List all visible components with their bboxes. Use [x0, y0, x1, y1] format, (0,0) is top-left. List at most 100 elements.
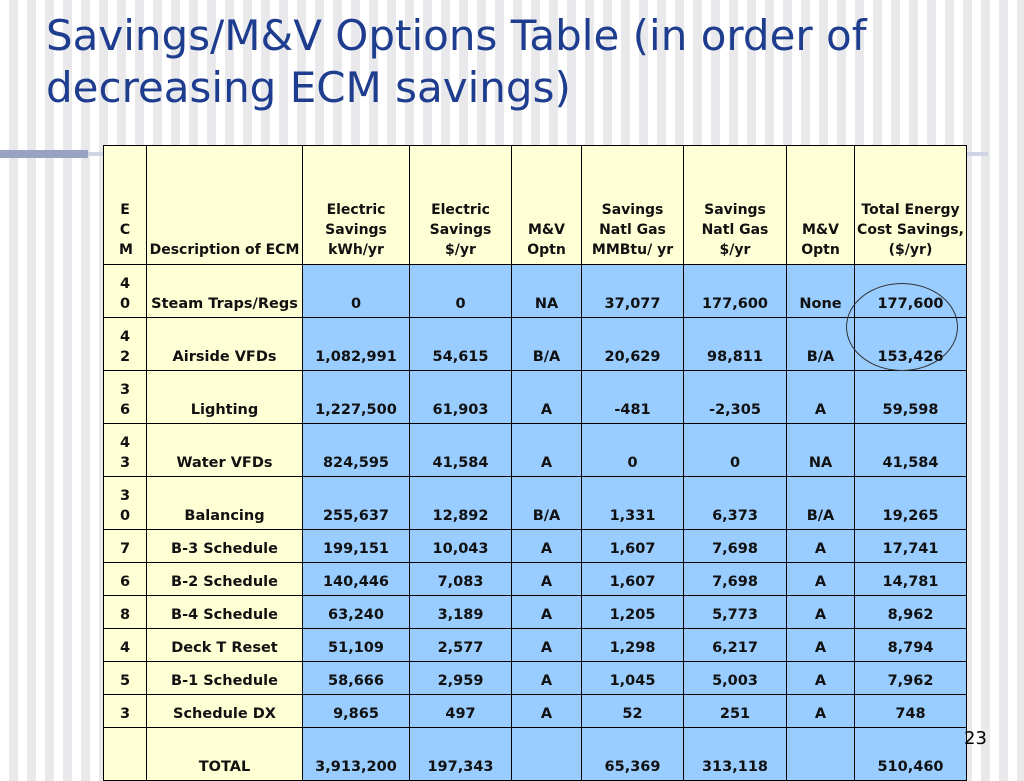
cell-description: B-4 Schedule	[146, 595, 303, 629]
cell-gas-dollars: 98,811	[683, 317, 787, 371]
cell-total-savings: 59,598	[854, 370, 967, 424]
cell-total-savings: 17,741	[854, 529, 967, 563]
cell-electric-dollars: 61,903	[409, 370, 512, 424]
cell-text: 3	[119, 706, 131, 722]
cell-text: 54,615	[432, 349, 489, 365]
cell-ecm-number: 40	[103, 264, 147, 318]
cell-text: A	[814, 640, 827, 656]
cell-text: B-4 Schedule	[171, 607, 278, 623]
header-electric-kwh: Electric Savings kWh/yr	[302, 145, 410, 265]
cell-description: Schedule DX	[146, 694, 303, 728]
cell-description: B-2 Schedule	[146, 562, 303, 596]
cell-electric-dollars: 10,043	[409, 529, 512, 563]
cell-gas-dollars: 313,118	[683, 727, 787, 781]
cell-text: 6	[119, 574, 131, 590]
cell-text: 7,962	[887, 673, 934, 689]
cell-electric-kwh: 255,637	[302, 476, 410, 530]
cell-electric-kwh: 63,240	[302, 595, 410, 629]
table-row: 42 Airside VFDs 1,082,991 54,615 B/A 20,629 98…	[103, 317, 967, 371]
cell-total-savings: 748	[854, 694, 967, 728]
cell-gas-dollars: 7,698	[683, 562, 787, 596]
cell-text: 63,240	[328, 607, 384, 623]
cell-text: 14,781	[882, 574, 939, 590]
cell-mv-option-gas: A	[786, 370, 855, 424]
table-row: 36 Lighting 1,227,500 61,903 A -481 -2,305 A 59,…	[103, 370, 967, 424]
cell-text: 65,369	[604, 759, 661, 775]
table-row: 8 B-4 Schedule 63,240 3,189 A 1,205 5,773 A 8,96…	[103, 595, 967, 629]
cell-text: 8,962	[887, 607, 934, 623]
cell-mv-option-electric: A	[511, 694, 582, 728]
header-total-savings: Total Energy Cost Savings, ($/yr)	[854, 145, 967, 265]
cell-text: 17,741	[882, 541, 939, 557]
cell-electric-kwh: 1,227,500	[302, 370, 410, 424]
cell-mv-option-gas: A	[786, 529, 855, 563]
cell-text: 12,892	[432, 508, 489, 524]
cell-mv-option-electric: NA	[511, 264, 582, 318]
cell-electric-kwh: 824,595	[302, 423, 410, 477]
cell-electric-dollars: 54,615	[409, 317, 512, 371]
cell-text: A	[814, 607, 827, 623]
cell-total-savings: 41,584	[854, 423, 967, 477]
cell-gas-mmbtu: 20,629	[581, 317, 684, 371]
cell-ecm-number: 3	[103, 694, 147, 728]
cell-text: TOTAL	[198, 759, 251, 775]
cell-ecm-number: 36	[103, 370, 147, 424]
cell-text: 43	[119, 435, 131, 471]
cell-text: -481	[614, 402, 651, 418]
cell-mv-option-electric: A	[511, 628, 582, 662]
cell-text: 42	[119, 329, 131, 365]
cell-text: 20,629	[604, 349, 661, 365]
cell-text: 3,913,200	[315, 759, 397, 775]
cell-text: A	[814, 574, 827, 590]
cell-total-savings: 8,962	[854, 595, 967, 629]
cell-text: 40	[119, 276, 131, 312]
cell-mv-option-gas	[786, 727, 855, 781]
cell-text: 7,698	[712, 541, 758, 557]
cell-text: 1,607	[609, 541, 656, 557]
cell-text: A	[540, 541, 553, 557]
cell-electric-kwh: 51,109	[302, 628, 410, 662]
header-electric-dollars: Electric Savings $/yr	[409, 145, 512, 265]
cell-text: 2,959	[437, 673, 484, 689]
cell-text: 1,227,500	[315, 402, 397, 418]
cell-text: 59,598	[882, 402, 939, 418]
header-mv-option-gas: M&V Optn	[786, 145, 855, 265]
cell-text: B/A	[532, 508, 561, 524]
cell-ecm-number: 4	[103, 628, 147, 662]
cell-ecm-number: 42	[103, 317, 147, 371]
cell-gas-mmbtu: 37,077	[581, 264, 684, 318]
cell-mv-option-electric: A	[511, 529, 582, 563]
table-header-row: E C M Description of ECM Electric Saving…	[103, 145, 967, 265]
cell-description: Balancing	[146, 476, 303, 530]
cell-text: 3,189	[437, 607, 484, 623]
highlight-circle	[846, 283, 958, 371]
cell-gas-mmbtu: 1,607	[581, 529, 684, 563]
cell-text: 1,045	[609, 673, 656, 689]
cell-gas-mmbtu: 1,331	[581, 476, 684, 530]
cell-text: Deck T Reset	[171, 640, 278, 656]
header-ecm: E C M	[103, 145, 147, 265]
cell-text: 0	[455, 296, 466, 312]
cell-description: Lighting	[146, 370, 303, 424]
cell-text: 5	[119, 673, 131, 689]
cell-description: Steam Traps/Regs	[146, 264, 303, 318]
cell-text: 6,373	[712, 508, 758, 524]
cell-text: -2,305	[709, 402, 761, 418]
cell-text: A	[540, 706, 553, 722]
cell-mv-option-electric: A	[511, 423, 582, 477]
cell-text: NA	[534, 296, 559, 312]
cell-gas-mmbtu: 1,205	[581, 595, 684, 629]
cell-mv-option-electric: A	[511, 595, 582, 629]
cell-text: B/A	[806, 349, 835, 365]
cell-text: B/A	[532, 349, 561, 365]
cell-text: 10,043	[432, 541, 489, 557]
cell-text: 1,331	[609, 508, 656, 524]
cell-gas-mmbtu: 1,607	[581, 562, 684, 596]
cell-text: 36	[119, 382, 131, 418]
header-gas-dollars: Savings Natl Gas $/yr	[683, 145, 787, 265]
cell-text: 7	[119, 541, 131, 557]
cell-electric-kwh: 3,913,200	[302, 727, 410, 781]
cell-text: A	[814, 673, 827, 689]
cell-gas-dollars: 5,773	[683, 595, 787, 629]
table-row: 3 Schedule DX 9,865 497 A 52 251 A 748	[103, 694, 967, 728]
